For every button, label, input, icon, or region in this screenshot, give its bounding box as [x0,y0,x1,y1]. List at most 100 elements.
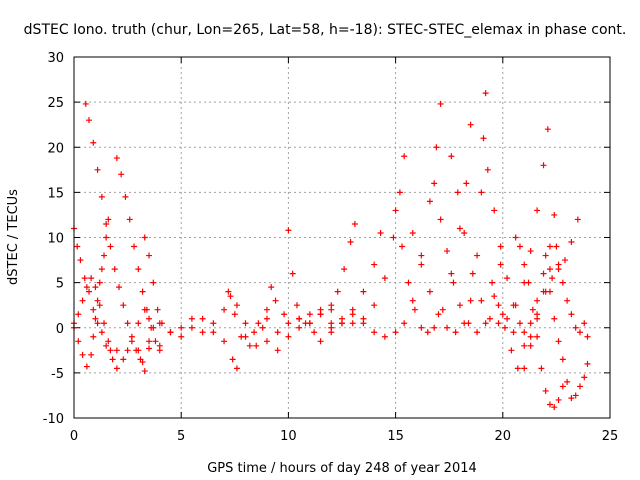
data-point [448,153,455,160]
data-point [549,275,556,282]
data-point [126,216,133,223]
data-point [521,329,528,336]
data-point [491,293,498,300]
data-point [516,320,523,327]
data-point [98,329,105,336]
data-point [581,320,588,327]
data-point [143,306,150,313]
data-point [210,329,217,336]
data-point [88,275,95,282]
data-point [551,315,558,322]
data-point [467,121,474,128]
data-point [584,360,591,367]
data-point [150,279,157,286]
data-point [559,383,566,390]
data-point [409,229,416,236]
data-point [540,162,547,169]
data-point [103,342,110,349]
data-point [139,288,146,295]
data-point [474,252,481,259]
data-point [75,338,82,345]
data-point [482,90,489,97]
data-point [581,374,588,381]
data-point [521,342,528,349]
data-point [113,365,120,372]
y-tick-label: 20 [47,141,64,156]
data-point [158,320,165,327]
data-point [527,342,534,349]
data-point [360,288,367,295]
data-point [113,155,120,162]
data-point [79,351,86,358]
data-point [339,320,345,327]
data-point [96,279,103,286]
data-point [285,227,292,234]
data-point [444,248,451,255]
data-point [546,243,553,250]
data-point [341,266,348,273]
data-point [221,338,228,345]
data-point [409,297,416,304]
data-point [478,189,485,196]
data-point [306,311,313,318]
data-point [540,270,547,277]
data-point [229,356,236,363]
data-point [135,320,142,327]
data-point [263,338,270,345]
data-point [534,333,541,340]
data-point [221,306,228,313]
data-point [210,320,217,327]
data-point [439,306,446,313]
data-point [576,383,583,390]
data-point [311,329,318,336]
data-point [83,284,90,291]
data-point [437,100,444,107]
data-point [139,359,146,366]
data-point [199,315,206,322]
data-point [154,306,161,313]
data-point [86,117,93,124]
data-point [381,333,388,340]
data-point [351,220,358,227]
data-point [371,302,378,309]
data-point [274,329,281,336]
data-point [296,315,303,322]
data-point [568,311,575,318]
data-point [188,324,195,331]
data-point [418,261,425,268]
data-point [521,261,528,268]
data-point [546,266,553,273]
data-point [392,329,399,336]
data-point [94,320,101,327]
data-point [92,315,99,322]
data-point [82,100,89,107]
data-point [118,171,125,178]
data-point [529,306,536,313]
data-point [83,363,90,370]
data-point [146,252,153,259]
data-point [293,302,300,309]
data-point [124,347,131,354]
data-point [86,288,93,295]
data-point [514,365,521,372]
data-point [478,297,485,304]
data-point [178,324,185,331]
data-point [484,166,491,173]
data-point [263,306,270,313]
data-point [90,139,97,146]
data-point [242,333,249,340]
data-point [94,297,101,304]
data-point [233,302,240,309]
data-point [510,329,517,336]
data-point [371,261,378,268]
x-tick-label: 15 [387,429,404,444]
data-point [347,239,354,246]
data-point [178,333,185,340]
data-point [328,324,335,331]
data-point [289,270,296,277]
x-tick-label: 20 [495,429,512,444]
data-point [553,243,560,250]
data-point [146,338,153,345]
data-point [109,356,116,363]
data-point [96,302,103,309]
